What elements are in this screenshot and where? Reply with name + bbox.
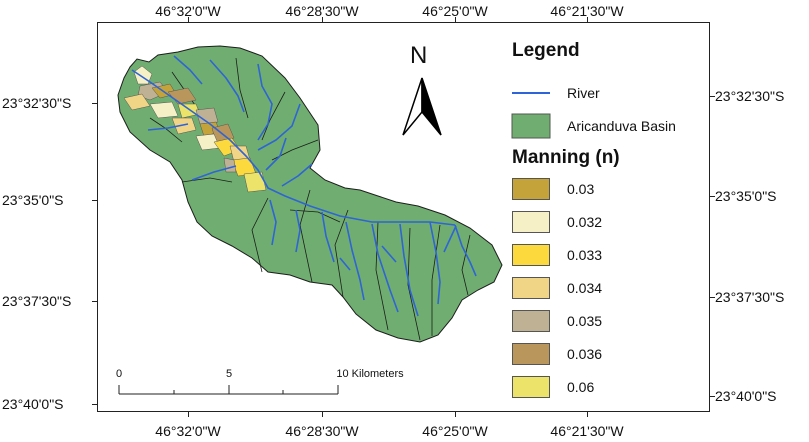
frame-tick (92, 301, 97, 302)
manning-swatch (512, 211, 550, 233)
manning-swatch (512, 376, 550, 398)
frame-tick (710, 196, 715, 197)
longitude-label-top-4: 46°21'30"W (550, 3, 624, 19)
manning-value-label: 0.06 (567, 379, 595, 395)
frame-tick (587, 17, 588, 22)
latitude-label-left-2: 23°35'0"S (2, 192, 64, 208)
longitude-label-bottom-3: 46°25'0"W (422, 423, 488, 439)
manning-swatch (512, 178, 550, 200)
frame-tick (710, 96, 715, 97)
frame-tick (188, 17, 189, 22)
scale-label-5: 5 (225, 368, 233, 380)
frame-tick (322, 412, 323, 417)
north-label: N (410, 42, 428, 69)
manning-swatch (512, 277, 550, 299)
latitude-label-right-4: 23°40'0"S (715, 388, 777, 404)
frame-tick (92, 404, 97, 405)
manning-value-label: 0.036 (567, 346, 603, 362)
latitude-label-left-4: 23°40'0"S (2, 396, 64, 412)
river-network (131, 55, 477, 317)
manning-swatch (512, 343, 550, 365)
latitude-label-left-1: 23°32'30"S (2, 95, 72, 111)
manning-swatch (512, 310, 550, 332)
frame-tick (188, 412, 189, 417)
legend-basin-symbol (511, 113, 551, 139)
longitude-label-top-3: 46°25'0"W (422, 3, 488, 19)
manning-swatch (512, 244, 550, 266)
legend-basin-label: Aricanduva Basin (567, 118, 676, 134)
longitude-label-top-1: 46°32'0"W (155, 3, 221, 19)
frame-tick (92, 200, 97, 201)
north-arrow-icon (402, 77, 442, 136)
manning-value-label: 0.03 (567, 181, 595, 197)
manning-value-label: 0.032 (567, 214, 603, 230)
legend-title: Legend (512, 40, 580, 61)
latitude-label-right-2: 23°35'0"S (715, 188, 777, 204)
longitude-label-bottom-1: 46°32'0"W (155, 423, 221, 439)
main-river (131, 69, 456, 226)
longitude-label-bottom-2: 46°28'30"W (285, 423, 359, 439)
frame-tick (455, 17, 456, 22)
frame-tick (92, 103, 97, 104)
longitude-label-top-2: 46°28'30"W (285, 3, 359, 19)
scale-label-10: 10 Kilometers (336, 368, 404, 380)
frame-tick (322, 17, 323, 22)
frame-tick (455, 412, 456, 417)
latitude-label-right-3: 23°37'30"S (715, 289, 785, 305)
frame-tick (710, 297, 715, 298)
manning-value-label: 0.035 (567, 313, 603, 329)
frame-tick (587, 412, 588, 417)
manning-value-label: 0.033 (567, 247, 603, 263)
legend-river-label: River (567, 85, 600, 101)
frame-tick (710, 396, 715, 397)
latitude-label-right-1: 23°32'30"S (715, 88, 785, 104)
scale-label-0: 0 (115, 368, 123, 380)
scale-bar (118, 385, 339, 395)
manning-value-label: 0.034 (567, 280, 603, 296)
latitude-label-left-3: 23°37'30"S (2, 293, 72, 309)
manning-title: Manning (n) (512, 147, 620, 168)
longitude-label-bottom-4: 46°21'30"W (550, 423, 624, 439)
